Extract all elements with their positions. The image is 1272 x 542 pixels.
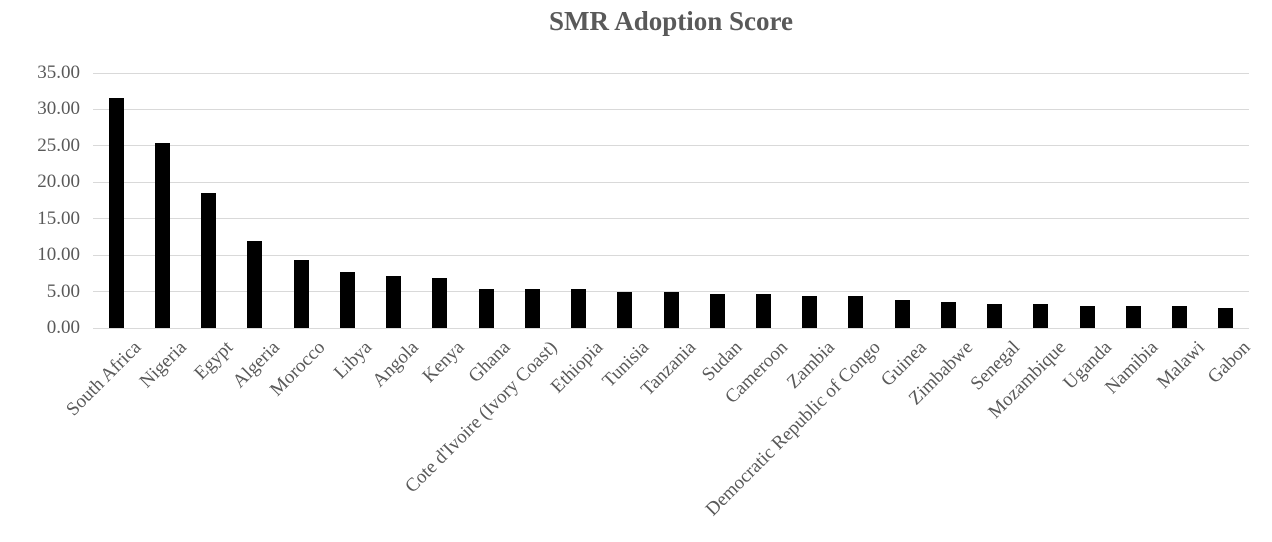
bar-tunisia	[617, 292, 633, 328]
bar-angola	[386, 276, 402, 328]
bar-mozambique	[1033, 304, 1049, 328]
gridline	[93, 181, 1249, 183]
bar-gabon	[1218, 308, 1234, 328]
x-axis-tick-label-malawi: Malawi	[1152, 337, 1209, 393]
bar-egypt	[201, 193, 217, 328]
bar-cote-d-ivoire-ivory-coast	[524, 289, 540, 328]
y-axis-tick-label: 30.00	[37, 98, 80, 120]
gridline	[93, 291, 1249, 293]
y-axis-tick-label: 25.00	[37, 134, 80, 156]
bar-ethiopia	[571, 289, 587, 328]
y-axis-tick-label: 15.00	[37, 207, 80, 229]
bar-kenya	[432, 278, 448, 328]
bar-south-africa	[108, 98, 124, 328]
bar-sudan	[709, 294, 725, 328]
y-axis-tick-label: 20.00	[37, 171, 80, 193]
x-axis-tick-label-gabon: Gabon	[1204, 337, 1255, 388]
bar-nigeria	[154, 143, 170, 328]
bar-malawi	[1172, 306, 1188, 328]
bar-guinea	[894, 300, 910, 328]
gridline	[93, 145, 1249, 147]
bar-algeria	[247, 241, 263, 328]
x-axis-tick-label-kenya: Kenya	[418, 337, 469, 387]
bar-zimbabwe	[940, 302, 956, 328]
gridline	[93, 108, 1249, 110]
bar-morocco	[293, 260, 309, 328]
bar-democratic-republic-of-congo	[848, 296, 864, 328]
y-axis-tick-label: 0.00	[46, 317, 80, 338]
bar-cameroon	[755, 294, 771, 328]
gridline	[93, 327, 1249, 329]
gridline	[93, 218, 1249, 220]
bar-senegal	[987, 304, 1003, 328]
x-axis-tick-label-angola: Angola	[367, 337, 423, 392]
gridline	[93, 72, 1249, 74]
bar-tanzania	[663, 292, 679, 328]
bar-ghana	[478, 289, 494, 328]
bar-libya	[339, 272, 355, 328]
y-axis-tick-label: 10.00	[37, 244, 80, 266]
y-axis-tick-label: 5.00	[46, 280, 80, 302]
bar-zambia	[802, 296, 818, 328]
gridline	[93, 254, 1249, 256]
x-axis-tick-label-nigeria: Nigeria	[136, 337, 192, 393]
chart-title: SMR Adoption Score	[548, 6, 794, 36]
bar-uganda	[1079, 306, 1095, 328]
y-axis-tick-label: 35.00	[37, 62, 80, 83]
x-axis-tick-label-south-africa: South Africa	[61, 337, 145, 421]
bar-namibia	[1125, 306, 1141, 328]
